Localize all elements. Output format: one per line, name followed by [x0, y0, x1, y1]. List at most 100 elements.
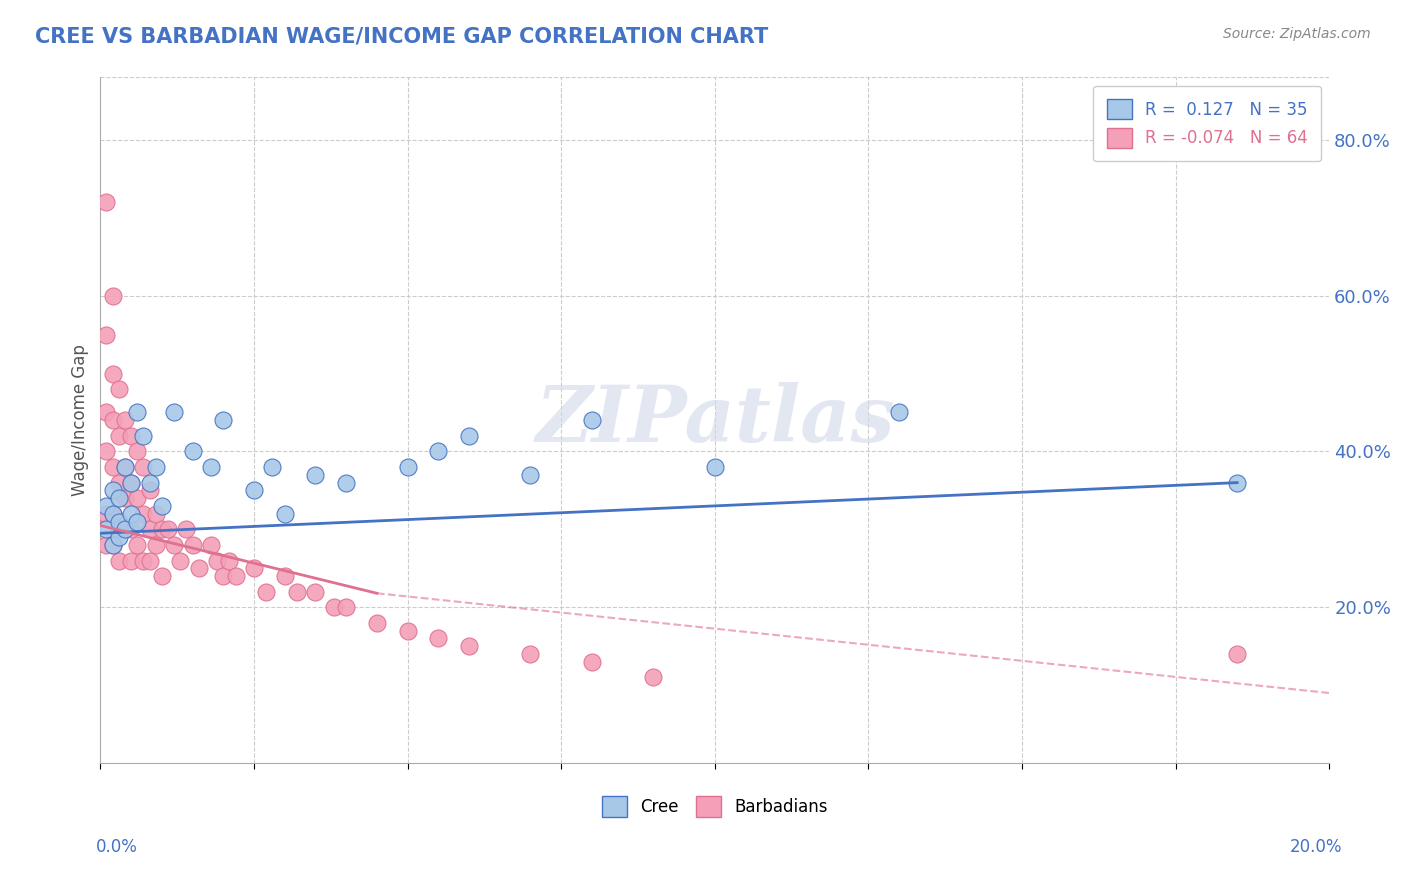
Point	[96, 507, 118, 521]
Point	[243, 561, 266, 575]
Point	[335, 475, 357, 490]
Point	[107, 515, 129, 529]
Point	[150, 499, 173, 513]
Point	[150, 522, 173, 536]
Point	[145, 538, 167, 552]
Point	[101, 538, 124, 552]
Point	[218, 553, 240, 567]
Point	[458, 429, 481, 443]
Point	[427, 632, 450, 646]
Point	[107, 491, 129, 506]
Point	[304, 584, 326, 599]
Point	[96, 327, 118, 342]
Text: 0.0%: 0.0%	[96, 838, 138, 855]
Point	[114, 522, 136, 536]
Point	[96, 405, 118, 419]
Point	[101, 460, 124, 475]
Point	[335, 600, 357, 615]
Point	[163, 405, 186, 419]
Point	[127, 405, 149, 419]
Point	[120, 522, 142, 536]
Point	[107, 522, 129, 536]
Point	[101, 413, 124, 427]
Point	[114, 491, 136, 506]
Point	[254, 584, 277, 599]
Point	[114, 460, 136, 475]
Point	[200, 460, 222, 475]
Point	[396, 624, 419, 638]
Point	[150, 569, 173, 583]
Point	[96, 499, 118, 513]
Point	[581, 655, 603, 669]
Point	[120, 553, 142, 567]
Point	[285, 584, 308, 599]
Point	[138, 483, 160, 498]
Point	[156, 522, 179, 536]
Legend: Cree, Barbadians: Cree, Barbadians	[596, 789, 834, 823]
Point	[132, 553, 155, 567]
Point	[120, 507, 142, 521]
Point	[96, 444, 118, 458]
Point	[225, 569, 247, 583]
Point	[127, 491, 149, 506]
Point	[273, 507, 295, 521]
Point	[132, 507, 155, 521]
Point	[519, 467, 541, 482]
Point	[114, 460, 136, 475]
Point	[145, 507, 167, 521]
Point	[366, 615, 388, 630]
Point	[107, 475, 129, 490]
Point	[107, 382, 129, 396]
Point	[181, 444, 204, 458]
Point	[163, 538, 186, 552]
Point	[101, 507, 124, 521]
Text: CREE VS BARBADIAN WAGE/INCOME GAP CORRELATION CHART: CREE VS BARBADIAN WAGE/INCOME GAP CORREL…	[35, 27, 769, 46]
Point	[96, 195, 118, 210]
Point	[96, 538, 118, 552]
Point	[96, 522, 118, 536]
Point	[889, 405, 911, 419]
Point	[127, 444, 149, 458]
Text: ZIPatlas: ZIPatlas	[536, 382, 894, 458]
Point	[145, 460, 167, 475]
Point	[101, 367, 124, 381]
Point	[273, 569, 295, 583]
Point	[138, 553, 160, 567]
Point	[396, 460, 419, 475]
Text: Source: ZipAtlas.com: Source: ZipAtlas.com	[1223, 27, 1371, 41]
Point	[1226, 475, 1249, 490]
Point	[107, 429, 129, 443]
Point	[304, 467, 326, 482]
Point	[127, 515, 149, 529]
Point	[176, 522, 198, 536]
Y-axis label: Wage/Income Gap: Wage/Income Gap	[72, 344, 89, 496]
Point	[212, 413, 235, 427]
Point	[114, 522, 136, 536]
Point	[262, 460, 284, 475]
Point	[169, 553, 191, 567]
Point	[101, 483, 124, 498]
Point	[138, 522, 160, 536]
Point	[120, 429, 142, 443]
Point	[120, 475, 142, 490]
Point	[212, 569, 235, 583]
Point	[458, 639, 481, 653]
Point	[132, 429, 155, 443]
Point	[107, 530, 129, 544]
Point	[322, 600, 344, 615]
Point	[101, 538, 124, 552]
Point	[200, 538, 222, 552]
Point	[205, 553, 228, 567]
Point	[187, 561, 209, 575]
Point	[1226, 647, 1249, 661]
Point	[101, 507, 124, 521]
Point	[114, 413, 136, 427]
Point	[427, 444, 450, 458]
Point	[138, 475, 160, 490]
Point	[120, 475, 142, 490]
Point	[132, 460, 155, 475]
Point	[703, 460, 725, 475]
Point	[581, 413, 603, 427]
Text: 20.0%: 20.0%	[1291, 838, 1343, 855]
Point	[643, 670, 665, 684]
